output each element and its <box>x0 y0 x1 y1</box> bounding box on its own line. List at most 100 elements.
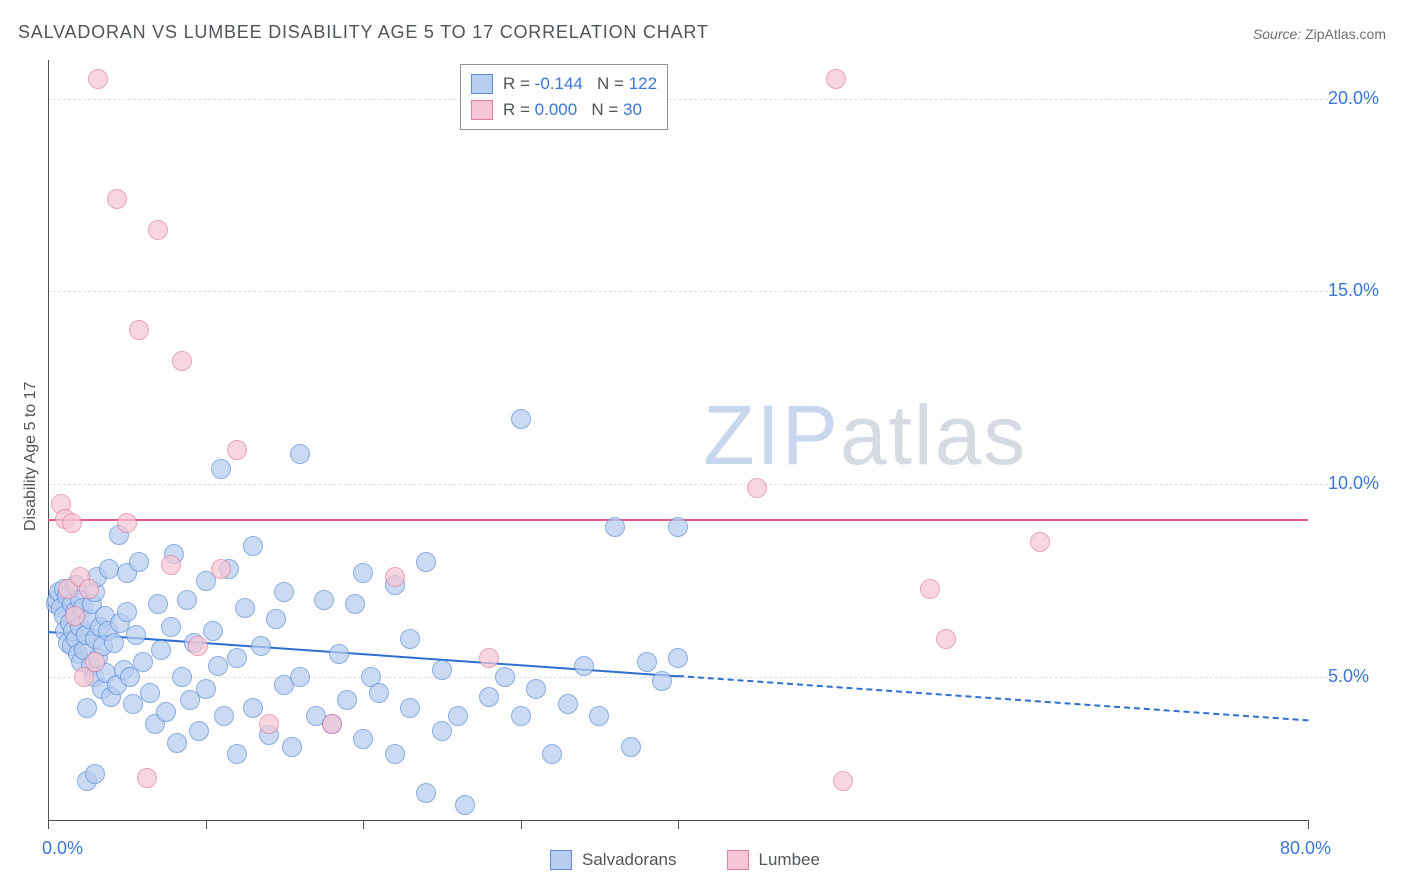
legend-label: Salvadorans <box>582 850 677 870</box>
data-point <box>189 721 209 741</box>
x-tick-label: 80.0% <box>1280 838 1331 859</box>
data-point <box>936 629 956 649</box>
data-point <box>214 706 234 726</box>
data-point <box>227 440 247 460</box>
data-point <box>203 621 223 641</box>
data-point <box>208 656 228 676</box>
data-point <box>637 652 657 672</box>
data-point <box>432 660 452 680</box>
source-value: ZipAtlas.com <box>1305 26 1386 42</box>
x-tick <box>1308 820 1309 829</box>
data-point <box>589 706 609 726</box>
x-tick <box>206 820 207 829</box>
x-tick <box>521 820 522 829</box>
y-tick-label: 10.0% <box>1328 473 1379 494</box>
data-point <box>668 517 688 537</box>
data-point <box>161 555 181 575</box>
legend-swatch <box>471 100 493 120</box>
x-tick <box>363 820 364 829</box>
data-point <box>495 667 515 687</box>
data-point <box>337 690 357 710</box>
data-point <box>290 667 310 687</box>
x-tick-label: 0.0% <box>42 838 83 859</box>
gridline <box>48 484 1368 485</box>
data-point <box>511 409 531 429</box>
data-point <box>833 771 853 791</box>
data-point <box>251 636 271 656</box>
data-point <box>400 698 420 718</box>
scatter-plot-area: 5.0%10.0%15.0%20.0%0.0%80.0% <box>48 60 1308 820</box>
gridline <box>48 291 1368 292</box>
data-point <box>416 783 436 803</box>
legend-item: Salvadorans <box>550 850 677 870</box>
data-point <box>621 737 641 757</box>
data-point <box>314 590 334 610</box>
data-point <box>148 594 168 614</box>
chart-title: SALVADORAN VS LUMBEE DISABILITY AGE 5 TO… <box>18 22 709 43</box>
data-point <box>77 698 97 718</box>
data-point <box>455 795 475 815</box>
data-point <box>129 552 149 572</box>
data-point <box>511 706 531 726</box>
series-legend: Salvadorans Lumbee <box>550 850 820 870</box>
data-point <box>243 536 263 556</box>
data-point <box>385 567 405 587</box>
legend-swatch <box>727 850 749 870</box>
data-point <box>211 459 231 479</box>
data-point <box>747 478 767 498</box>
data-point <box>345 594 365 614</box>
legend-swatch <box>550 850 572 870</box>
data-point <box>148 220 168 240</box>
legend-swatch <box>471 74 493 94</box>
data-point <box>79 579 99 599</box>
data-point <box>243 698 263 718</box>
data-point <box>62 513 82 533</box>
data-point <box>259 714 279 734</box>
legend-label: Lumbee <box>759 850 820 870</box>
data-point <box>353 729 373 749</box>
data-point <box>400 629 420 649</box>
y-tick-label: 5.0% <box>1328 666 1369 687</box>
data-point <box>156 702 176 722</box>
data-point <box>826 69 846 89</box>
data-point <box>117 513 137 533</box>
data-point <box>161 617 181 637</box>
source-label: Source: <box>1253 26 1301 42</box>
data-point <box>266 609 286 629</box>
gridline <box>48 99 1368 100</box>
y-tick-label: 20.0% <box>1328 88 1379 109</box>
data-point <box>85 652 105 672</box>
data-point <box>353 563 373 583</box>
data-point <box>140 683 160 703</box>
legend-stats: R = 0.000 N = 30 <box>503 100 642 120</box>
data-point <box>274 582 294 602</box>
data-point <box>85 764 105 784</box>
x-tick <box>48 820 49 829</box>
data-point <box>329 644 349 664</box>
data-point <box>227 648 247 668</box>
data-point <box>605 517 625 537</box>
legend-stats: R = -0.144 N = 122 <box>503 74 657 94</box>
source-attribution: Source: ZipAtlas.com <box>1253 26 1386 42</box>
correlation-legend: R = -0.144 N = 122 R = 0.000 N = 30 <box>460 64 668 130</box>
data-point <box>188 636 208 656</box>
data-point <box>129 320 149 340</box>
y-axis-label: Disability Age 5 to 17 <box>22 382 40 531</box>
data-point <box>117 602 137 622</box>
data-point <box>369 683 389 703</box>
data-point <box>151 640 171 660</box>
data-point <box>88 69 108 89</box>
data-point <box>107 189 127 209</box>
data-point <box>104 633 124 653</box>
legend-item: Lumbee <box>727 850 820 870</box>
data-point <box>196 679 216 699</box>
data-point <box>322 714 342 734</box>
data-point <box>227 744 247 764</box>
y-tick-label: 15.0% <box>1328 280 1379 301</box>
data-point <box>479 648 499 668</box>
trend-line <box>678 675 1308 721</box>
data-point <box>172 667 192 687</box>
data-point <box>652 671 672 691</box>
data-point <box>416 552 436 572</box>
data-point <box>167 733 187 753</box>
